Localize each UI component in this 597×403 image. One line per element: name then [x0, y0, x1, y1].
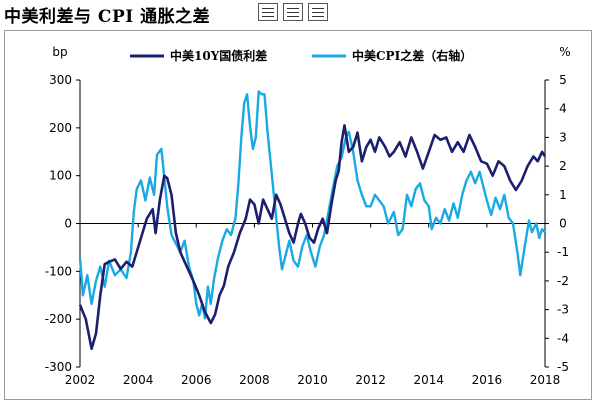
x-tick-label: 2004	[123, 373, 154, 387]
right-tick-label: -2	[557, 274, 569, 288]
right-tick-label: -1	[557, 245, 569, 259]
left-tick-label: 300	[49, 73, 72, 87]
title-bar: 中美利差与 CPI 通胀之差	[0, 0, 597, 30]
left-tick-label: 100	[49, 169, 72, 183]
table-icon-2[interactable]	[283, 3, 303, 21]
right-tick-label: 0	[559, 217, 567, 231]
x-tick-label: 2002	[65, 373, 96, 387]
table-icon-1[interactable]	[258, 3, 278, 21]
x-tick-label: 2006	[181, 373, 212, 387]
left-axis-label: bp	[52, 45, 67, 59]
x-tick-label: 2012	[355, 373, 386, 387]
spread-series-line	[78, 124, 547, 351]
right-tick-label: -3	[557, 303, 569, 317]
chart-title: 中美利差与 CPI 通胀之差	[4, 7, 211, 27]
legend-cpi-label: 中美CPI之差（右轴）	[352, 48, 472, 63]
legend: 中美10Y国债利差 中美CPI之差（右轴）	[130, 48, 472, 63]
chart-frame	[4, 30, 592, 400]
right-tick-label: 3	[559, 130, 567, 144]
x-tick-label: 2008	[239, 373, 270, 387]
left-tick-label: 0	[64, 217, 72, 231]
right-tick-label: -5	[557, 360, 569, 374]
right-tick-label: 2	[559, 159, 567, 173]
right-tick-label: 5	[559, 73, 567, 87]
left-tick-label: 200	[49, 121, 72, 135]
x-tick-label: 2018	[530, 373, 561, 387]
right-tick-label: -4	[557, 331, 569, 345]
right-tick-label: 4	[559, 102, 567, 116]
x-tick-label: 2010	[297, 373, 328, 387]
series-layer	[78, 90, 547, 351]
right-tick-label: 1	[559, 188, 567, 202]
table-icon-3[interactable]	[308, 3, 328, 21]
right-axis-label: %	[559, 45, 570, 59]
cpi-series-line	[78, 90, 546, 320]
axes: -300 -200 -100 0 100 200 300 -5 -4 -3 -2 -1 0 1 2 3 4 5 20…	[45, 45, 571, 387]
left-tick-label: -100	[45, 264, 72, 278]
left-tick-label: -300	[45, 360, 72, 374]
left-tick-label: -200	[45, 312, 72, 326]
legend-spread-label: 中美10Y国债利差	[170, 48, 267, 63]
x-tick-label: 2014	[413, 373, 444, 387]
x-tick-label: 2016	[472, 373, 503, 387]
